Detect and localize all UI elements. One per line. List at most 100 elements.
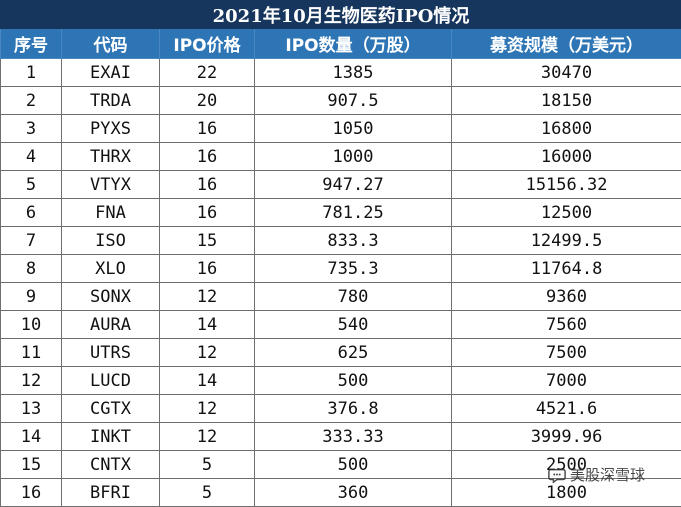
cell-ipo-shares: 781.25 [255, 199, 452, 227]
cell-ticker: FNA [62, 199, 160, 227]
cell-ipo-price: 16 [160, 255, 255, 283]
cell-ticker: THRX [62, 143, 160, 171]
cell-index: 16 [1, 479, 62, 507]
cell-raised-amount: 7560 [452, 311, 681, 339]
column-header-ticker: 代码 [62, 29, 160, 59]
cell-ipo-shares: 333.33 [255, 423, 452, 451]
cell-index: 5 [1, 171, 62, 199]
cell-ticker: PYXS [62, 115, 160, 143]
cell-ticker: BFRI [62, 479, 160, 507]
cell-ipo-price: 16 [160, 171, 255, 199]
cell-ipo-price: 14 [160, 367, 255, 395]
cell-ticker: INKT [62, 423, 160, 451]
cell-index: 14 [1, 423, 62, 451]
cell-ipo-price: 12 [160, 423, 255, 451]
cell-index: 15 [1, 451, 62, 479]
cell-raised-amount: 18150 [452, 87, 681, 115]
cell-index: 13 [1, 395, 62, 423]
cell-ticker: ISO [62, 227, 160, 255]
cell-raised-amount: 30470 [452, 59, 681, 87]
column-header-ipo-price: IPO价格 [160, 29, 255, 59]
cell-ipo-shares: 947.27 [255, 171, 452, 199]
cell-ticker: TRDA [62, 87, 160, 115]
cell-ticker: CNTX [62, 451, 160, 479]
cell-raised-amount: 1800 [452, 479, 681, 507]
cell-ipo-price: 5 [160, 479, 255, 507]
cell-ipo-shares: 1385 [255, 59, 452, 87]
cell-index: 11 [1, 339, 62, 367]
cell-index: 8 [1, 255, 62, 283]
cell-ticker: VTYX [62, 171, 160, 199]
cell-index: 6 [1, 199, 62, 227]
cell-index: 7 [1, 227, 62, 255]
cell-ipo-shares: 833.3 [255, 227, 452, 255]
cell-ticker: LUCD [62, 367, 160, 395]
cell-index: 2 [1, 87, 62, 115]
cell-raised-amount: 11764.8 [452, 255, 681, 283]
cell-ticker: EXAI [62, 59, 160, 87]
cell-raised-amount: 12500 [452, 199, 681, 227]
cell-ipo-shares: 625 [255, 339, 452, 367]
cell-ipo-price: 22 [160, 59, 255, 87]
cell-ipo-price: 20 [160, 87, 255, 115]
cell-raised-amount: 15156.32 [452, 171, 681, 199]
cell-index: 4 [1, 143, 62, 171]
header-row: 序号 代码 IPO价格 IPO数量（万股） 募资规模（万美元） [1, 29, 681, 59]
cell-ipo-price: 15 [160, 227, 255, 255]
cell-ipo-shares: 907.5 [255, 87, 452, 115]
cell-ipo-shares: 376.8 [255, 395, 452, 423]
cell-raised-amount: 2500 [452, 451, 681, 479]
cell-raised-amount: 16800 [452, 115, 681, 143]
cell-ipo-price: 16 [160, 143, 255, 171]
column-header-index: 序号 [1, 29, 62, 59]
cell-ipo-shares: 1050 [255, 115, 452, 143]
cell-ipo-price: 12 [160, 395, 255, 423]
cell-raised-amount: 12499.5 [452, 227, 681, 255]
cell-ticker: XLO [62, 255, 160, 283]
cell-ipo-price: 5 [160, 451, 255, 479]
cell-index: 3 [1, 115, 62, 143]
column-header-ipo-shares: IPO数量（万股） [255, 29, 452, 59]
cell-ticker: CGTX [62, 395, 160, 423]
cell-ticker: SONX [62, 283, 160, 311]
cell-raised-amount: 7000 [452, 367, 681, 395]
cell-ipo-price: 16 [160, 199, 255, 227]
cell-index: 12 [1, 367, 62, 395]
cell-ipo-shares: 360 [255, 479, 452, 507]
cell-raised-amount: 4521.6 [452, 395, 681, 423]
cell-ipo-shares: 1000 [255, 143, 452, 171]
cell-ipo-price: 12 [160, 339, 255, 367]
cell-ipo-shares: 735.3 [255, 255, 452, 283]
cell-ipo-price: 12 [160, 283, 255, 311]
cell-ipo-shares: 540 [255, 311, 452, 339]
cell-ipo-shares: 780 [255, 283, 452, 311]
table-title-row: 2021年10月生物医药IPO情况 [1, 1, 681, 29]
cell-ipo-shares: 500 [255, 367, 452, 395]
cell-ticker: UTRS [62, 339, 160, 367]
cell-raised-amount: 9360 [452, 283, 681, 311]
cell-ipo-price: 14 [160, 311, 255, 339]
cell-raised-amount: 3999.96 [452, 423, 681, 451]
cell-index: 9 [1, 283, 62, 311]
table-title: 2021年10月生物医药IPO情况 [1, 1, 681, 29]
cell-ticker: AURA [62, 311, 160, 339]
cell-ipo-price: 16 [160, 115, 255, 143]
cell-ipo-shares: 500 [255, 451, 452, 479]
cell-raised-amount: 16000 [452, 143, 681, 171]
